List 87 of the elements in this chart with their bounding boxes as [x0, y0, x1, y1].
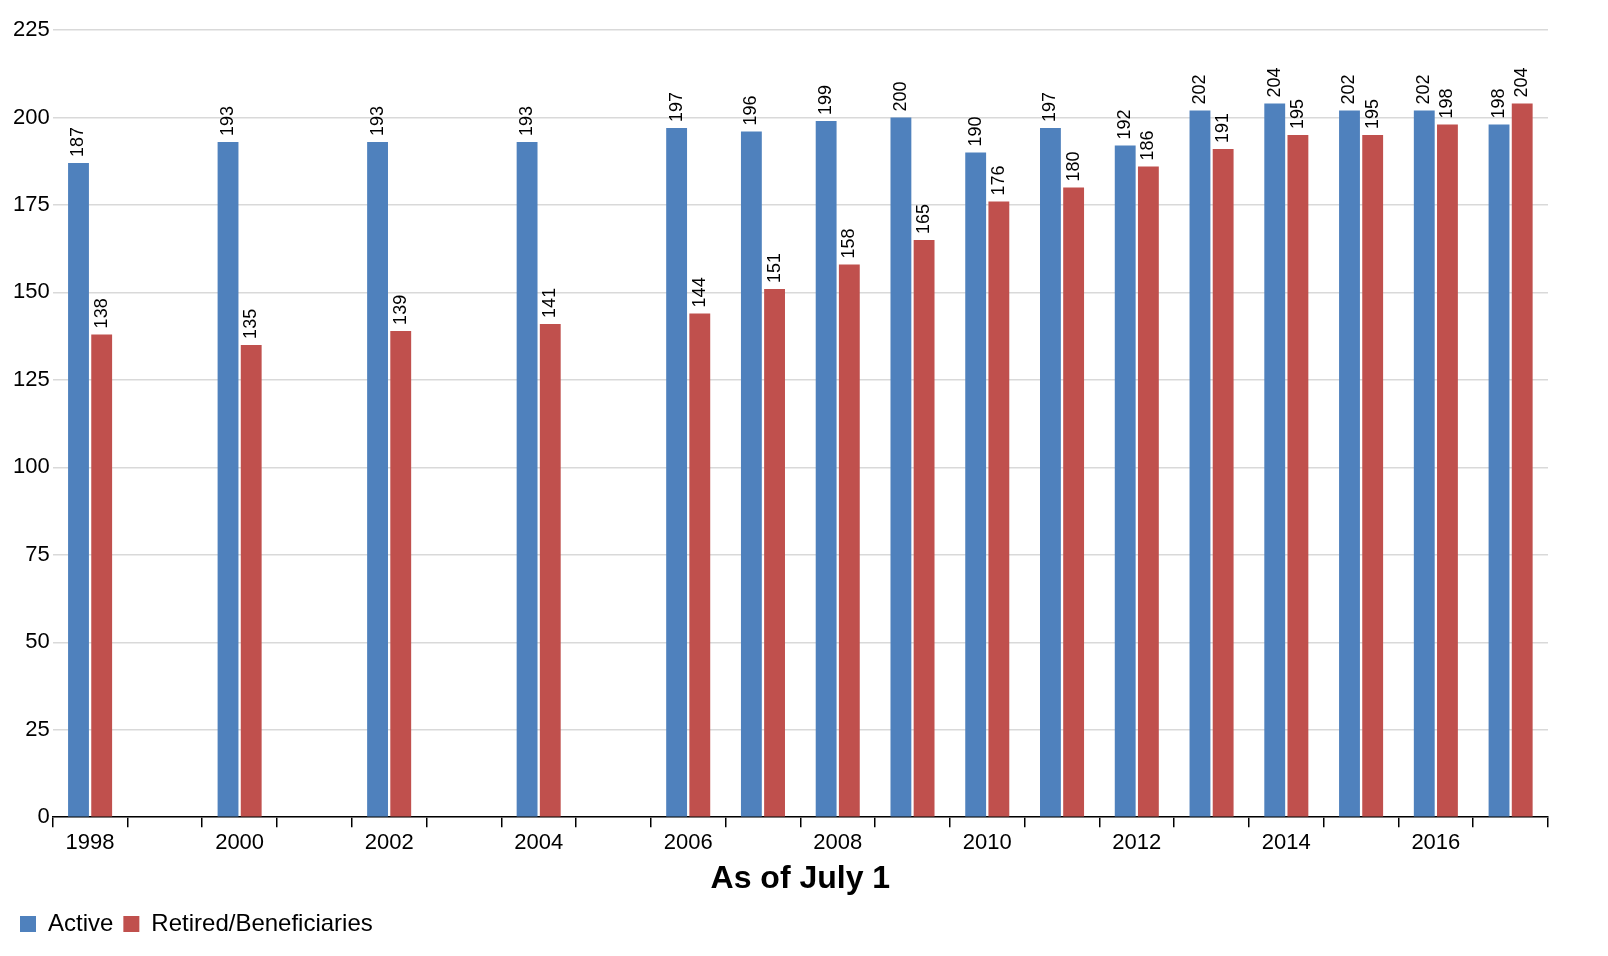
data-label: 196	[740, 95, 761, 126]
data-label: 144	[688, 277, 709, 308]
bar	[1212, 148, 1234, 817]
y-tick-label: 150	[12, 278, 50, 304]
data-label: 138	[90, 298, 111, 329]
bar	[1063, 187, 1085, 817]
bar	[1137, 166, 1159, 817]
bar	[1437, 124, 1458, 817]
y-tick-label: 50	[25, 628, 50, 654]
bar	[890, 117, 912, 817]
y-tick-label: 25	[25, 715, 50, 741]
data-label: 202	[1413, 74, 1434, 105]
y-tick-label: 200	[12, 103, 50, 129]
bar	[1362, 134, 1384, 817]
y-tick-label: 100	[12, 453, 50, 479]
bar	[838, 264, 860, 817]
x-tick-label: 1998	[65, 829, 115, 855]
x-tick-label: 2016	[1411, 829, 1461, 855]
data-label: 135	[240, 308, 261, 339]
x-tick-label: 2008	[813, 829, 863, 855]
x-tick-label: 2006	[663, 829, 713, 855]
data-label: 195	[1361, 98, 1382, 129]
y-tick-label: 0	[37, 803, 50, 829]
data-label: 139	[389, 294, 410, 325]
bar	[965, 152, 987, 817]
bar	[367, 141, 388, 817]
data-label: 186	[1137, 130, 1158, 161]
data-label: 204	[1263, 67, 1284, 98]
data-label: 199	[815, 84, 836, 115]
bar	[1114, 145, 1136, 817]
bar	[913, 239, 935, 817]
x-tick-label: 2012	[1112, 829, 1162, 855]
data-label: 176	[987, 165, 1008, 196]
bar	[1189, 110, 1211, 817]
x-axis-title: As of July 1	[710, 858, 891, 895]
bar	[390, 330, 412, 817]
y-tick-label: 75	[25, 540, 50, 566]
bar	[1264, 103, 1286, 817]
x-tick-label: 2014	[1261, 829, 1311, 855]
x-tick-label: 2010	[962, 829, 1012, 855]
data-label: 197	[665, 91, 686, 122]
data-label: 197	[1039, 91, 1060, 122]
x-tick-label: 2004	[514, 829, 564, 855]
data-label: 193	[217, 105, 237, 136]
y-tick-label: 125	[12, 365, 50, 391]
bar	[1287, 134, 1309, 817]
bar	[988, 201, 1010, 817]
bar	[539, 323, 561, 817]
bar	[740, 131, 762, 817]
data-label: 151	[763, 252, 784, 283]
data-label: 202	[1188, 74, 1209, 105]
bar	[689, 313, 711, 817]
data-label: 195	[1286, 98, 1307, 129]
data-label: 141	[539, 287, 560, 318]
data-label: 193	[516, 105, 537, 136]
data-label: 198	[1488, 88, 1508, 119]
y-tick-label: 225	[12, 16, 50, 42]
bar	[1040, 127, 1061, 817]
data-label: 193	[366, 105, 387, 136]
data-label: 200	[889, 81, 910, 112]
bar	[1413, 110, 1435, 817]
legend-label: Active	[48, 908, 114, 936]
data-label: 180	[1062, 151, 1083, 182]
bar	[91, 334, 113, 817]
data-label: 202	[1338, 74, 1359, 105]
data-label: 165	[913, 203, 934, 234]
data-label: 204	[1511, 67, 1532, 98]
bar	[240, 344, 262, 817]
bar	[1511, 103, 1533, 817]
bar	[764, 288, 785, 817]
data-label: 192	[1114, 109, 1135, 140]
y-tick-label: 175	[12, 191, 50, 216]
bar	[1339, 110, 1360, 817]
data-label: 187	[67, 126, 88, 157]
data-label: 198	[1436, 88, 1457, 119]
data-label: 190	[964, 116, 985, 147]
bar	[666, 127, 688, 817]
data-label: 191	[1212, 112, 1233, 143]
x-tick-label: 2000	[215, 829, 265, 855]
bar	[516, 141, 538, 817]
bar	[815, 120, 837, 817]
x-tick-label: 2002	[364, 829, 414, 855]
legend-label: Retired/Beneficiaries	[151, 908, 373, 936]
data-label: 158	[838, 228, 859, 259]
bar	[1488, 124, 1510, 817]
bar	[217, 141, 239, 817]
bar	[68, 162, 89, 817]
